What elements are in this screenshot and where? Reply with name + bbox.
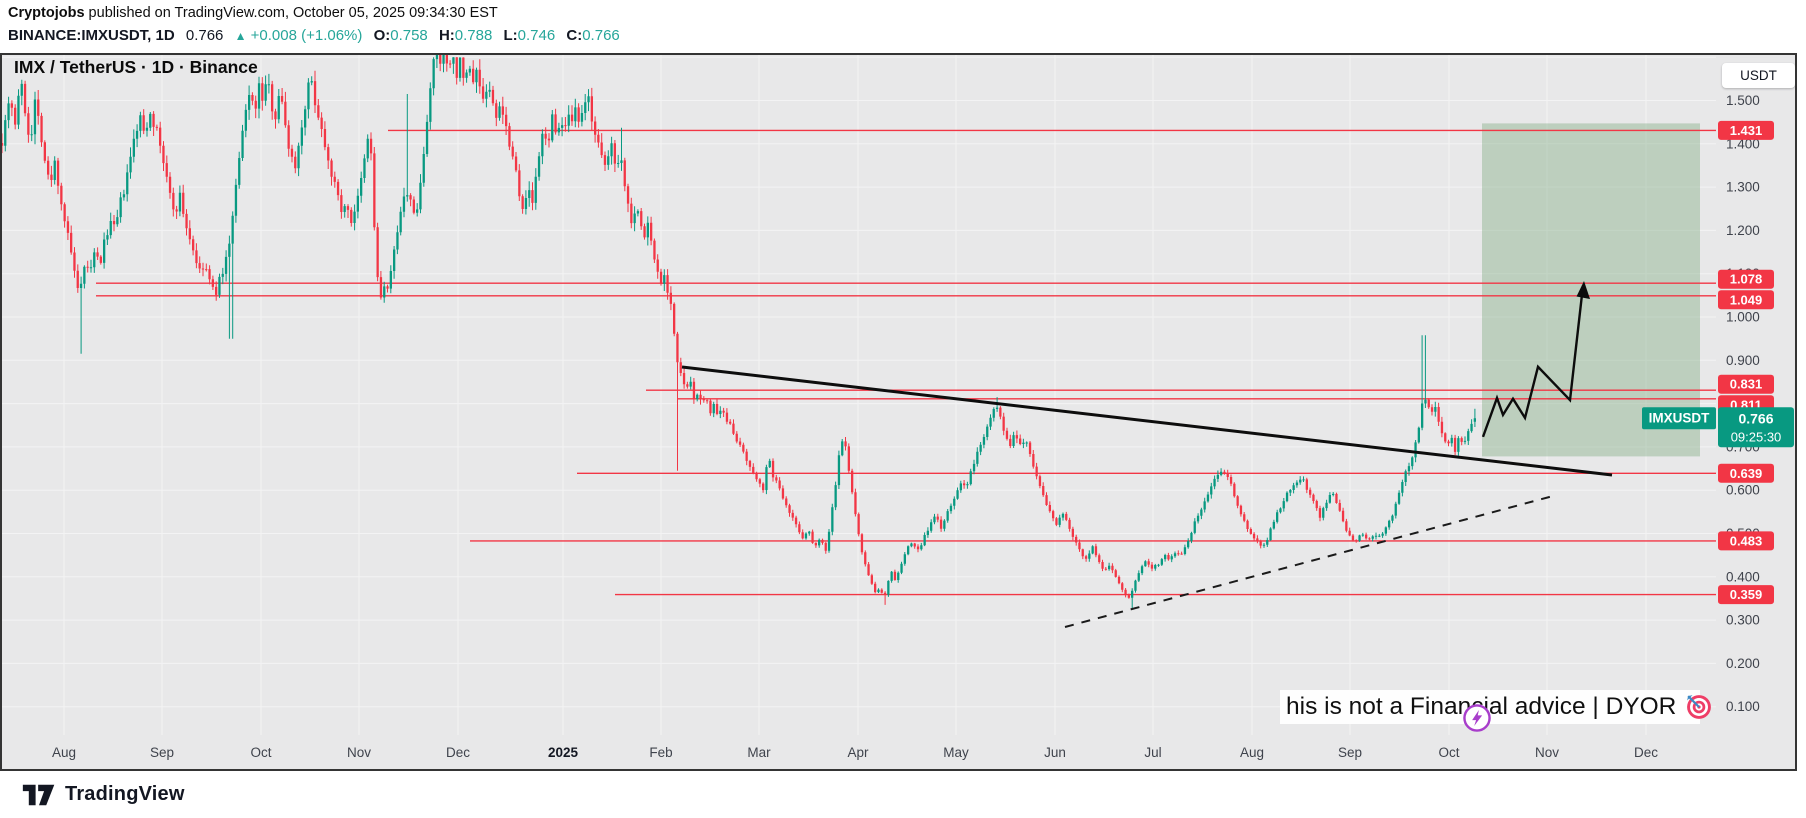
price-tick-label: 1.200	[1726, 223, 1760, 238]
lightning-bolt-icon	[1472, 710, 1483, 726]
time-tick-label: 2025	[548, 745, 579, 760]
tradingview-logo-icon	[22, 784, 55, 805]
flash-reaction-icon[interactable]	[1462, 703, 1492, 733]
price-tick-label: 0.400	[1726, 569, 1760, 584]
projection-zone-box	[1482, 123, 1700, 457]
time-tick-label: Jul	[1144, 745, 1161, 760]
down-candle-wicks	[1, 57, 1463, 605]
price-axis-badges: 1.4311.0781.0490.8310.8110.6390.4830.359…	[1642, 120, 1794, 605]
time-tick-label: Sep	[1338, 745, 1362, 760]
symbol-name-badge-text: IMXUSDT	[1649, 411, 1711, 426]
tradingview-wordmark: TradingView	[65, 783, 185, 805]
time-tick-label: Mar	[747, 745, 771, 760]
projection-arrow-head	[1576, 281, 1590, 299]
price-change: +0.008 (+1.06%)	[250, 27, 363, 44]
level-badge-text: 1.049	[1730, 292, 1763, 307]
time-tick-label: Oct	[1438, 745, 1459, 760]
level-badge-text: 0.831	[1730, 377, 1763, 392]
time-tick-label: Apr	[847, 745, 869, 760]
price-tick-label: 0.900	[1726, 353, 1760, 368]
disclaimer-banner: his is not a Financial advice | DYOR	[1280, 690, 1712, 724]
level-badge-0.639	[1718, 463, 1774, 483]
publish-info: Cryptojobs published on TradingView.com,…	[8, 5, 498, 21]
symbol-info-bar: BINANCE:IMXUSDT, 1D 0.766 ▲ +0.008 (+1.0…	[8, 27, 627, 44]
price-tick-label: 0.600	[1726, 483, 1760, 498]
level-badge-0.831	[1718, 374, 1774, 394]
up-candle-bodies	[4, 53, 1476, 598]
level-badge-1.078	[1718, 269, 1774, 289]
high-value: H:0.788	[438, 27, 493, 44]
level-badge-1.431	[1718, 120, 1774, 140]
time-tick-label: Oct	[250, 745, 271, 760]
price-tick-label: 1.500	[1726, 93, 1760, 108]
change-up-arrow-icon: ▲	[234, 29, 247, 43]
time-tick-label: Feb	[649, 745, 672, 760]
time-tick-label: Nov	[1535, 745, 1559, 760]
current-price-badge	[1718, 407, 1794, 448]
down-candle-bodies	[0, 53, 1463, 598]
time-tick-label: Sep	[150, 745, 174, 760]
price-tick-label: 1.000	[1726, 310, 1760, 325]
price-tick-label: 1.400	[1726, 136, 1760, 151]
level-badge-text: 1.431	[1730, 123, 1763, 138]
symbol-name-badge	[1642, 407, 1716, 430]
chart-canvas[interactable]: Aug Sep Oct Nov Dec 2025 Feb Mar Apr May Jun Jul Aug…	[0, 53, 1797, 771]
chart-frame: Aug Sep Oct Nov Dec 2025 Feb Mar Apr May Jun Jul Aug…	[0, 53, 1797, 771]
level-badge-text: 0.359	[1730, 587, 1763, 602]
last-price: 0.766	[185, 27, 224, 44]
price-tick-label: 0.100	[1726, 699, 1760, 714]
level-badge-1.049	[1718, 290, 1774, 310]
time-axis[interactable]: Aug Sep Oct Nov Dec 2025 Feb Mar Apr May Jun Jul Aug…	[52, 745, 1658, 760]
grid	[0, 53, 1716, 735]
header: Cryptojobs published on TradingView.com,…	[0, 0, 1806, 53]
price-tick-label: 1.300	[1726, 180, 1760, 195]
author-name: Cryptojobs	[8, 5, 85, 21]
low-value: L:0.746	[503, 27, 556, 44]
price-tick-label: 0.300	[1726, 613, 1760, 628]
time-tick-label: Nov	[347, 745, 371, 760]
publish-text: published on TradingView.com, October 05…	[84, 5, 498, 21]
support-resistance-lines	[96, 129, 1716, 596]
footer: TradingView	[0, 771, 1806, 818]
candlestick-series	[0, 53, 1476, 610]
dartboard-emoji-icon	[1687, 695, 1712, 719]
countdown-text: 09:25:30	[1731, 429, 1782, 444]
time-tick-label: Aug	[1240, 745, 1264, 760]
descending-trendline[interactable]	[681, 365, 1613, 477]
currency-toggle-button[interactable]: USDT	[1722, 63, 1795, 88]
time-tick-label: Jun	[1044, 745, 1066, 760]
close-value: C:0.766	[566, 27, 620, 44]
up-candle-wicks	[4, 57, 1476, 610]
time-tick-label: Aug	[52, 745, 76, 760]
current-price-badge-text: 0.766	[1738, 410, 1773, 426]
ascending-dashed-trendline[interactable]	[1064, 495, 1554, 628]
level-badge-text: 0.639	[1730, 466, 1763, 481]
time-tick-label: May	[943, 745, 969, 760]
symbol-name: BINANCE:IMXUSDT, 1D	[8, 27, 175, 44]
projection-zigzag-path[interactable]	[1481, 285, 1585, 438]
level-badge-text: 0.483	[1730, 533, 1763, 548]
level-badge-0.483	[1718, 531, 1774, 551]
level-badge-0.359	[1718, 585, 1774, 605]
time-tick-label: Dec	[446, 745, 470, 760]
open-value: O:0.758	[373, 27, 428, 44]
price-tick-label: 0.200	[1726, 656, 1760, 671]
level-badge-text: 1.078	[1730, 272, 1763, 287]
chart-title: IMX / TetherUS · 1D · Binance	[14, 57, 258, 77]
time-tick-label: Dec	[1634, 745, 1658, 760]
